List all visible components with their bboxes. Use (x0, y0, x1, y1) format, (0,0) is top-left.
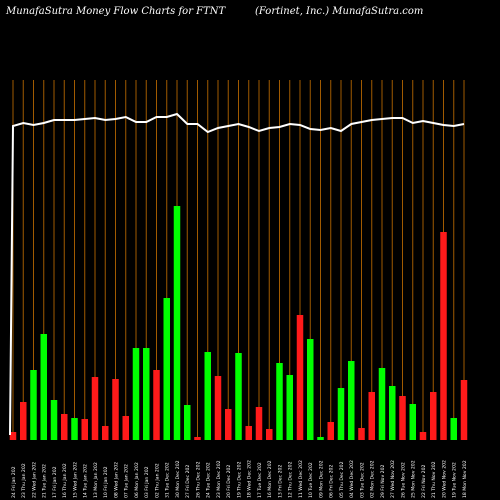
price-line (9, 112, 465, 436)
x-tick-label: 23 Thu Jan 202 (21, 463, 27, 498)
x-tick-label: 16 Thu Jan 202 (62, 463, 68, 498)
x-tick-label: 08 Wed Jan 202 (113, 462, 119, 498)
bar-up (30, 370, 37, 440)
x-tick-label: 20 Wed Nov 202 (441, 460, 447, 498)
x-tick-label: 25 Mon Nov 202 (411, 460, 417, 498)
x-tick-label: 23 Mon Dec 202 (216, 460, 222, 498)
bar-up (235, 353, 242, 440)
x-tick-label: 09 Mon Dec 202 (318, 460, 324, 498)
bar-down (20, 402, 27, 440)
x-tick-label: 21 Thu Nov 202 (431, 461, 437, 498)
x-tick-label: 20 Fri Dec 202 (226, 465, 232, 498)
bar-up (409, 404, 416, 440)
bar-down (430, 392, 437, 440)
x-tick-label: 13 Mon Jan 202 (93, 462, 99, 498)
bar-down (440, 232, 447, 440)
x-tick-label: 24 Tue Dec 202 (206, 462, 212, 498)
x-tick-label: 27 Fri Dec 202 (185, 465, 191, 498)
x-tick-label: 17 Tue Dec 202 (257, 462, 263, 498)
x-tick-label: 21 Tue Jan 202 (42, 464, 48, 498)
bar-up (143, 348, 150, 440)
x-tick-label: 26 Thu Dec 202 (195, 461, 201, 498)
x-tick-label: 06 Mon Jan 202 (134, 462, 140, 498)
bar-down (255, 407, 263, 440)
bar-down (225, 409, 232, 440)
x-tick-label: 04 Wed Dec 202 (349, 460, 355, 498)
x-tick-label: 10 Fri Jan 202 (103, 466, 109, 498)
x-tick-label: 10 Tue Dec 202 (308, 462, 314, 498)
x-tick-labels: 24 Fri Jan 202 23 Thu Jan 202 22 Wed Jan 2… (11, 460, 468, 498)
bar-down (358, 428, 365, 440)
x-tick-label: 29 Fri Nov 202 (380, 464, 386, 498)
x-tick-label: 02 Mon Dec 202 (370, 460, 376, 498)
x-tick-label: 02 Thu Jan 202 (154, 463, 160, 498)
x-tick-label: 26 Tue Nov 202 (400, 462, 406, 498)
x-tick-label: 03 Tue Dec 202 (359, 462, 365, 498)
bar-up (50, 400, 58, 440)
chart-title: MunafaSutra Money Flow Charts for FTNT (6, 6, 226, 17)
bar-up (276, 363, 283, 440)
bar-down (460, 380, 468, 440)
x-tick-label: 22 Wed Jan 202 (31, 462, 37, 498)
x-tick-label: 24 Fri Jan 202 (11, 466, 17, 498)
bar-up (40, 334, 47, 440)
bar-down (296, 315, 304, 440)
bar-up (184, 405, 191, 440)
x-tick-label: 06 Fri Dec 202 (329, 465, 335, 498)
bar-down (81, 419, 88, 440)
bar-down (9, 432, 17, 440)
bar-up (286, 375, 293, 440)
bar-down (399, 396, 406, 440)
bar-up (132, 348, 140, 440)
bar-up (204, 352, 211, 440)
x-tick-label: 11 Wed Dec 202 (298, 460, 304, 498)
bar-up (450, 418, 457, 440)
bar-up (348, 361, 355, 440)
bar-down (419, 432, 427, 440)
x-tick-label: 14 Tue Jan 202 (83, 464, 89, 498)
bar-down (112, 379, 119, 440)
bar-up (71, 418, 78, 440)
x-tick-label: 19 Thu Dec 202 (236, 461, 242, 498)
bar-up (378, 368, 386, 440)
x-tick-label: 03 Fri Jan 202 (144, 466, 150, 498)
bar-down (214, 376, 222, 440)
x-tick-label: 15 Wed Jan 202 (72, 462, 78, 498)
bar-down (91, 377, 99, 440)
bar-down (102, 426, 109, 440)
bar-up (307, 339, 314, 440)
bar-up (173, 206, 181, 440)
x-tick-label: 18 Wed Dec 202 (247, 460, 253, 498)
bars (9, 206, 468, 440)
x-tick-label: 13 Fri Dec 202 (277, 465, 283, 498)
x-tick-label: 17 Fri Jan 202 (52, 466, 58, 498)
bar-up (317, 437, 324, 440)
bar-down (153, 370, 160, 440)
bar-down (368, 392, 375, 440)
x-tick-label: 12 Thu Dec 202 (288, 461, 294, 498)
chart-subtitle: (Fortinet, Inc.) MunafaSutra.com (255, 6, 424, 17)
bar-down (61, 414, 68, 440)
x-tick-label: 07 Tue Jan 202 (124, 464, 130, 498)
bar-down (122, 416, 129, 440)
bar-down (194, 437, 201, 440)
bar-up (389, 386, 396, 440)
bar-up (163, 298, 170, 440)
bar-down (327, 422, 334, 440)
x-tick-label: 31 Tue Dec 202 (165, 462, 171, 498)
x-tick-label: 05 Thu Dec 202 (339, 461, 345, 498)
x-tick-label: 18 Mon Nov 202 (462, 460, 468, 498)
bar-down (245, 426, 252, 440)
x-tick-label: 16 Mon Dec 202 (267, 460, 273, 498)
bar-up (337, 388, 345, 440)
x-tick-label: 22 Fri Nov 202 (421, 464, 427, 498)
x-tick-label: 30 Mon Dec 202 (175, 460, 181, 498)
x-tick-label: 27 Wed Nov 202 (390, 460, 396, 498)
x-tick-label: 19 Tue Nov 202 (452, 462, 458, 498)
bar-down (266, 429, 273, 440)
